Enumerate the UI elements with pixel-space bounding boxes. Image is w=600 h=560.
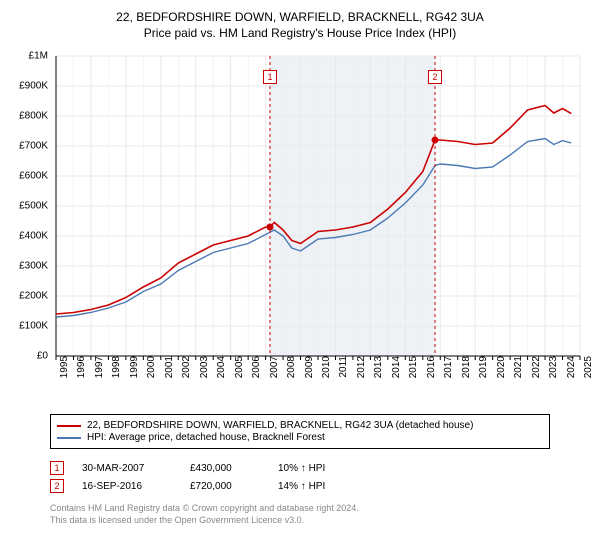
x-tick-label: 2012 [356, 356, 367, 396]
x-tick-label: 1996 [76, 356, 87, 396]
sale-marker-on-chart: 2 [428, 70, 442, 84]
sale-marker-1: 1 [50, 461, 64, 475]
x-tick-label: 2013 [373, 356, 384, 396]
y-tick-label: £700K [19, 141, 48, 152]
x-tick-label: 1995 [59, 356, 70, 396]
sale-date-2: 16-SEP-2016 [82, 481, 172, 492]
sale-row-1: 1 30-MAR-2007 £430,000 10% ↑ HPI [50, 461, 588, 475]
x-tick-label: 2023 [548, 356, 559, 396]
x-tick-label: 2016 [426, 356, 437, 396]
y-tick-label: £300K [19, 261, 48, 272]
chart-title-subtitle: Price paid vs. HM Land Registry's House … [12, 26, 588, 40]
chart-area: £0 £100K £200K £300K £400K £500K £600K £700K £80… [12, 46, 588, 406]
x-tick-label: 1999 [129, 356, 140, 396]
sale-marker-on-chart: 1 [263, 70, 277, 84]
y-tick-label: £100K [19, 321, 48, 332]
sale-hpi-1: 10% ↑ HPI [278, 463, 358, 474]
sale-row-2: 2 16-SEP-2016 £720,000 14% ↑ HPI [50, 479, 588, 493]
x-tick-label: 2002 [181, 356, 192, 396]
legend-item-price-paid: 22, BEDFORDSHIRE DOWN, WARFIELD, BRACKNE… [57, 420, 543, 431]
chart-container: 22, BEDFORDSHIRE DOWN, WARFIELD, BRACKNE… [0, 0, 600, 560]
sale-date-1: 30-MAR-2007 [82, 463, 172, 474]
x-tick-label: 1998 [111, 356, 122, 396]
legend-box: 22, BEDFORDSHIRE DOWN, WARFIELD, BRACKNE… [50, 414, 550, 449]
x-tick-label: 2020 [496, 356, 507, 396]
x-tick-label: 2007 [269, 356, 280, 396]
x-tick-label: 2018 [461, 356, 472, 396]
chart-svg [12, 46, 588, 406]
x-tick-label: 2009 [304, 356, 315, 396]
footer-line1: Contains HM Land Registry data © Crown c… [50, 503, 588, 515]
x-tick-label: 2017 [443, 356, 454, 396]
sale-hpi-2: 14% ↑ HPI [278, 481, 358, 492]
legend-item-hpi: HPI: Average price, detached house, Brac… [57, 432, 543, 443]
x-tick-label: 2000 [146, 356, 157, 396]
y-tick-label: £400K [19, 231, 48, 242]
sale-price-1: £430,000 [190, 463, 260, 474]
sales-block: 1 30-MAR-2007 £430,000 10% ↑ HPI 2 16-SE… [50, 457, 588, 497]
sale-marker-2: 2 [50, 479, 64, 493]
x-tick-label: 2001 [164, 356, 175, 396]
y-tick-label: £1M [29, 51, 48, 62]
x-tick-label: 2006 [251, 356, 262, 396]
y-tick-label: £500K [19, 201, 48, 212]
x-tick-label: 2024 [566, 356, 577, 396]
footer-attribution: Contains HM Land Registry data © Crown c… [50, 503, 588, 526]
chart-title-address: 22, BEDFORDSHIRE DOWN, WARFIELD, BRACKNE… [12, 10, 588, 24]
x-tick-label: 2019 [478, 356, 489, 396]
x-tick-label: 2003 [199, 356, 210, 396]
y-tick-label: £600K [19, 171, 48, 182]
x-tick-label: 1997 [94, 356, 105, 396]
x-tick-label: 2022 [531, 356, 542, 396]
y-tick-label: £0 [37, 351, 48, 362]
legend-label-price-paid: 22, BEDFORDSHIRE DOWN, WARFIELD, BRACKNE… [87, 420, 473, 431]
x-tick-label: 2021 [513, 356, 524, 396]
sale-price-2: £720,000 [190, 481, 260, 492]
legend-swatch-price-paid [57, 425, 81, 427]
x-tick-label: 2015 [408, 356, 419, 396]
x-tick-label: 2025 [583, 356, 594, 396]
y-tick-label: £800K [19, 111, 48, 122]
x-tick-label: 2005 [234, 356, 245, 396]
x-tick-label: 2008 [286, 356, 297, 396]
y-tick-label: £900K [19, 81, 48, 92]
y-tick-label: £200K [19, 291, 48, 302]
legend-label-hpi: HPI: Average price, detached house, Brac… [87, 432, 325, 443]
x-tick-label: 2014 [391, 356, 402, 396]
x-tick-label: 2010 [321, 356, 332, 396]
x-tick-label: 2011 [338, 356, 349, 396]
x-tick-label: 2004 [216, 356, 227, 396]
legend-swatch-hpi [57, 437, 81, 439]
footer-line2: This data is licensed under the Open Gov… [50, 515, 588, 527]
